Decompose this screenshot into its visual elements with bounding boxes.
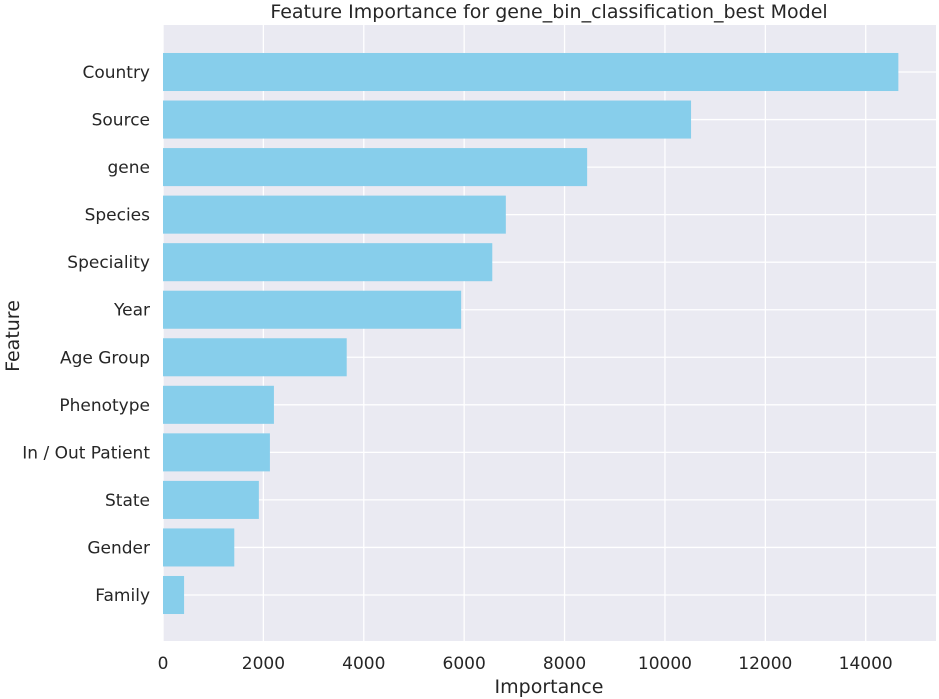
bar-gene (163, 148, 588, 187)
bar-phenotype (163, 385, 274, 424)
x-tick-label: 14000 (839, 654, 893, 674)
x-tick-label: 10000 (638, 654, 692, 674)
bar-species (163, 195, 506, 234)
bar-family (163, 575, 185, 615)
bar-country (163, 52, 899, 92)
chart-title: Feature Importance for gene_bin_classifi… (270, 1, 827, 23)
y-tick-label: Age Group (60, 348, 150, 368)
x-tick-labels: 0 2000 4000 6000 8000 10000 12000 14000 (158, 654, 893, 674)
y-tick-label: Year (113, 301, 150, 321)
x-tick-label: 6000 (443, 654, 486, 674)
x-axis-label: Importance (495, 676, 604, 698)
y-tick-labels: Country Source gene Species Speciality Year Ag… (22, 63, 150, 606)
y-tick-label: Country (82, 63, 150, 83)
bar-source (163, 100, 692, 139)
bar-speciality (163, 243, 493, 282)
y-tick-label: Phenotype (59, 396, 150, 416)
x-tick-label: 0 (158, 654, 169, 674)
bar-in-out-patient (163, 433, 270, 472)
y-tick-label: In / Out Patient (22, 443, 150, 463)
y-tick-label: Speciality (67, 253, 150, 273)
bar-state (163, 480, 259, 519)
x-tick-label: 2000 (242, 654, 285, 674)
y-tick-label: Gender (87, 538, 150, 558)
bar-gender (163, 528, 235, 567)
y-tick-label: Species (85, 206, 151, 226)
bar-age-group (163, 338, 347, 377)
y-tick-label: Source (92, 111, 150, 131)
bars (163, 52, 899, 615)
y-tick-label: State (105, 491, 150, 511)
x-tick-label: 8000 (543, 654, 586, 674)
x-tick-label: 4000 (342, 654, 385, 674)
y-tick-label: Family (95, 586, 150, 606)
bar-year (163, 290, 462, 329)
y-tick-label: gene (108, 158, 150, 178)
y-axis-label: Feature (2, 300, 24, 372)
x-tick-label: 12000 (738, 654, 792, 674)
